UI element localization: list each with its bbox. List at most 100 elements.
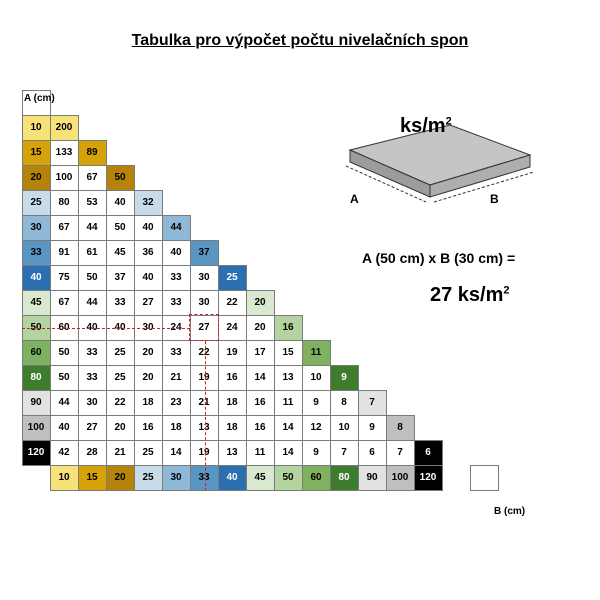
table-cell: 18 [218, 415, 247, 441]
table-cell: 120 [414, 465, 443, 491]
table-cell: 67 [78, 165, 107, 191]
table-cell: 61 [78, 240, 107, 266]
table-cell: 21 [162, 365, 191, 391]
table-cell: 133 [50, 140, 79, 166]
table-cell: 89 [78, 140, 107, 166]
table-cell: 14 [274, 415, 303, 441]
table-cell: 40 [106, 190, 135, 216]
table-cell: 9 [358, 415, 387, 441]
table-cell: 30 [78, 390, 107, 416]
table-cell: 67 [50, 290, 79, 316]
table-cell: 17 [246, 340, 275, 366]
example-formula: A (50 cm) x B (30 cm) = [362, 250, 515, 266]
table-cell: 50 [22, 315, 51, 341]
table-cell: 24 [162, 315, 191, 341]
table-cell: 100 [386, 465, 415, 491]
table-cell: 22 [106, 390, 135, 416]
table-cell: 13 [274, 365, 303, 391]
table-cell: 60 [50, 315, 79, 341]
unit-label: ks/m2 [400, 115, 452, 138]
table-cell: 33 [22, 240, 51, 266]
table-cell: 13 [190, 415, 219, 441]
table-cell: 10 [330, 415, 359, 441]
table-cell: 7 [386, 440, 415, 466]
table-cell: 22 [218, 290, 247, 316]
table-cell: 27 [78, 415, 107, 441]
table-cell: 20 [134, 340, 163, 366]
table-cell: 21 [190, 390, 219, 416]
table-cell: 44 [50, 390, 79, 416]
table-cell: 8 [386, 415, 415, 441]
table-cell: 42 [50, 440, 79, 466]
table-cell: 19 [190, 440, 219, 466]
table-cell: 50 [50, 365, 79, 391]
table-cell: 25 [134, 440, 163, 466]
table-cell: 45 [106, 240, 135, 266]
table-cell: 11 [246, 440, 275, 466]
table-cell: 53 [78, 190, 107, 216]
table-cell: 27 [190, 315, 219, 341]
table-cell: 44 [78, 215, 107, 241]
table-cell: 40 [22, 265, 51, 291]
table-cell: 18 [162, 415, 191, 441]
table-cell: 30 [22, 215, 51, 241]
table-cell: 40 [134, 265, 163, 291]
table-cell: 50 [106, 215, 135, 241]
table-cell: 44 [162, 215, 191, 241]
table-cell: 21 [106, 440, 135, 466]
table-cell: 120 [22, 440, 51, 466]
table-cell: 60 [22, 340, 51, 366]
table-cell: 33 [190, 465, 219, 491]
table-cell: 40 [106, 315, 135, 341]
table-cell: 50 [106, 165, 135, 191]
table-cell: 20 [106, 415, 135, 441]
table-cell: 80 [50, 190, 79, 216]
table-cell: 80 [22, 365, 51, 391]
table-cell: 40 [134, 215, 163, 241]
table-cell: 9 [302, 440, 331, 466]
table-cell: 25 [134, 465, 163, 491]
table-cell: 30 [190, 265, 219, 291]
table-cell: 80 [330, 465, 359, 491]
table-cell: 9 [330, 365, 359, 391]
table-cell: 40 [50, 415, 79, 441]
table-cell: 37 [190, 240, 219, 266]
table-cell: 23 [162, 390, 191, 416]
table-cell: 100 [22, 415, 51, 441]
table-cell: 20 [246, 315, 275, 341]
table-cell: 50 [274, 465, 303, 491]
table-cell: 27 [134, 290, 163, 316]
table-cell: 90 [22, 390, 51, 416]
table-cell: 11 [302, 340, 331, 366]
table-cell: 16 [246, 390, 275, 416]
table-cell: 6 [414, 440, 443, 466]
table-cell: 30 [162, 465, 191, 491]
table-cell: 32 [134, 190, 163, 216]
table-cell: 16 [134, 415, 163, 441]
table-cell: 40 [218, 465, 247, 491]
table-cell: 40 [78, 315, 107, 341]
table-cell: 91 [50, 240, 79, 266]
table-cell: 8 [330, 390, 359, 416]
table-cell: 40 [162, 240, 191, 266]
table-cell: 14 [246, 365, 275, 391]
table-cell: 13 [218, 440, 247, 466]
table-cell: 10 [50, 465, 79, 491]
table-cell: 33 [162, 290, 191, 316]
table-cell: 12 [302, 415, 331, 441]
table-cell: 18 [218, 390, 247, 416]
table-cell: 19 [190, 365, 219, 391]
table-cell: 7 [358, 390, 387, 416]
table-cell: 25 [22, 190, 51, 216]
table-cell: 30 [190, 290, 219, 316]
table-cell: 33 [78, 340, 107, 366]
table-cell: 18 [134, 390, 163, 416]
table-cell: 7 [330, 440, 359, 466]
table-cell: 75 [50, 265, 79, 291]
table-cell: 36 [134, 240, 163, 266]
table-cell: 9 [302, 390, 331, 416]
table-cell: 15 [22, 140, 51, 166]
table-cell: 90 [358, 465, 387, 491]
table-cell [470, 465, 499, 491]
table-cell: 33 [78, 365, 107, 391]
